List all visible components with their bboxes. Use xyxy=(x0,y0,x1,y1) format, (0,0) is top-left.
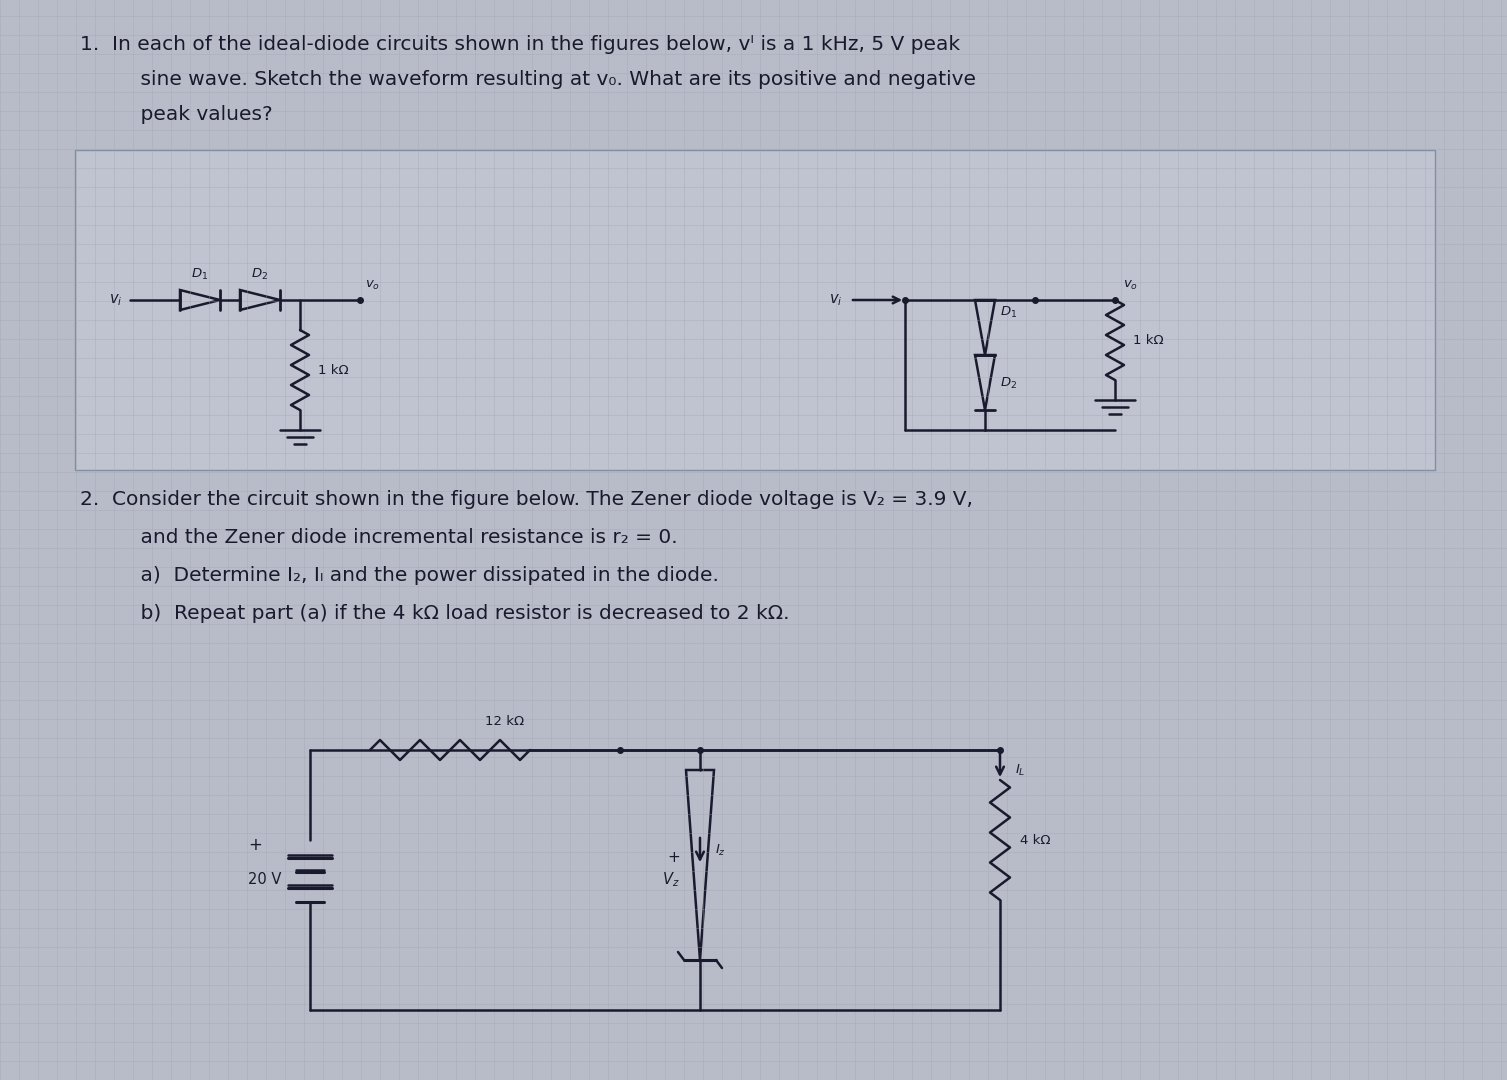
Text: $D_2$: $D_2$ xyxy=(252,267,268,282)
Text: 1 kΩ: 1 kΩ xyxy=(1133,334,1163,347)
Text: a)  Determine I₂, Iₗ and the power dissipated in the diode.: a) Determine I₂, Iₗ and the power dissip… xyxy=(115,566,719,585)
Text: $v_i$: $v_i$ xyxy=(109,293,122,308)
Text: $D_1$: $D_1$ xyxy=(1001,305,1017,320)
Text: 20 V: 20 V xyxy=(249,873,282,888)
Text: $v_o$: $v_o$ xyxy=(1123,279,1138,292)
Text: b)  Repeat part (a) if the 4 kΩ load resistor is decreased to 2 kΩ.: b) Repeat part (a) if the 4 kΩ load resi… xyxy=(115,604,790,623)
Text: $v_i$: $v_i$ xyxy=(829,293,842,308)
Text: 2.  Consider the circuit shown in the figure below. The Zener diode voltage is V: 2. Consider the circuit shown in the fig… xyxy=(80,490,974,509)
Text: 1 kΩ: 1 kΩ xyxy=(318,364,348,377)
Text: 12 kΩ: 12 kΩ xyxy=(485,715,524,728)
Text: $v_o$: $v_o$ xyxy=(365,279,380,292)
Text: +: + xyxy=(668,850,680,864)
Text: $D_2$: $D_2$ xyxy=(1001,376,1017,391)
Text: 4 kΩ: 4 kΩ xyxy=(1020,834,1050,847)
Text: 1.  In each of the ideal-diode circuits shown in the figures below, vᴵ is a 1 kH: 1. In each of the ideal-diode circuits s… xyxy=(80,35,960,54)
Text: $D_1$: $D_1$ xyxy=(191,267,208,282)
Bar xyxy=(75,150,1435,470)
Text: +: + xyxy=(249,836,262,854)
Text: $I_z$: $I_z$ xyxy=(714,842,726,858)
Text: $V_z$: $V_z$ xyxy=(663,870,680,889)
Text: sine wave. Sketch the waveform resulting at v₀. What are its positive and negati: sine wave. Sketch the waveform resulting… xyxy=(115,70,977,89)
Text: and the Zener diode incremental resistance is r₂ = 0.: and the Zener diode incremental resistan… xyxy=(115,528,678,546)
Text: $I_L$: $I_L$ xyxy=(1016,762,1025,778)
Text: peak values?: peak values? xyxy=(115,105,273,124)
